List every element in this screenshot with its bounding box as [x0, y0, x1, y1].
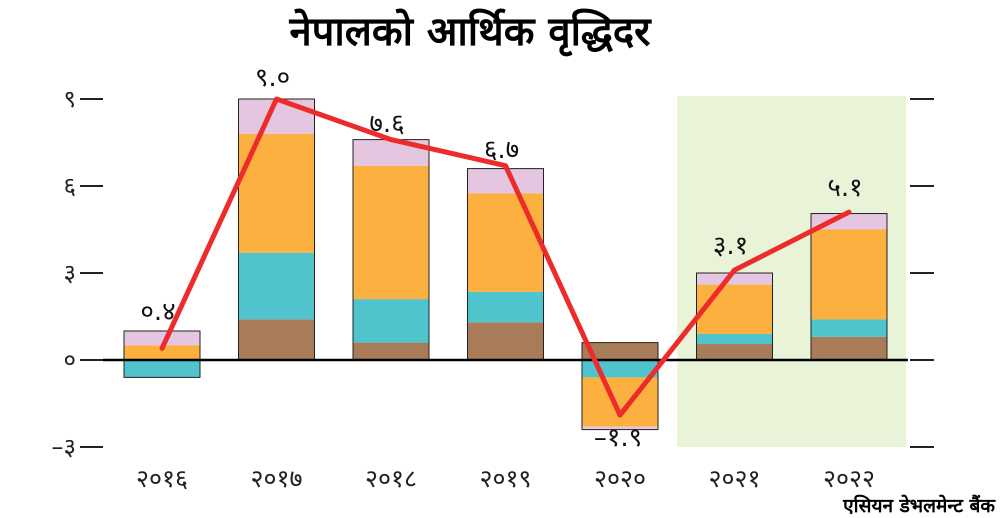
data-label: ६.७ — [484, 135, 519, 165]
data-labels-layer: ०.४ ९.० ७.६ ६.७ –१.९ ३.१ ५.१ — [140, 63, 862, 453]
growth-line-layer — [159, 96, 852, 418]
bar-segment-२०२१-1 — [696, 333, 773, 345]
x-tick-label: २०२१ — [708, 464, 760, 493]
axis-layer: –३ ० ३ ६ ९ २०१६ २०१७ २०१८ २०१९ २०२० २०२१ २०२२ — [52, 85, 934, 493]
y-tick-label: ३ — [64, 259, 76, 287]
bar-segment-२०१६-1 — [124, 360, 200, 378]
x-tick-label: २०२२ — [823, 464, 875, 493]
bar-segment-२०१८-2 — [353, 165, 429, 300]
bar-outline-२०२० — [581, 342, 659, 431]
bar-segment-२०१८-0 — [353, 342, 429, 360]
bar-segment-२०१९-2 — [467, 193, 544, 292]
y-tick-label: ० — [64, 346, 76, 374]
bar-segment-२०२२-0 — [811, 336, 887, 360]
y-tick-label: –३ — [52, 433, 76, 461]
bar-segment-२०२२-2 — [811, 229, 887, 320]
x-tick-label: २०१८ — [365, 464, 417, 493]
bar-segment-२०१९-3 — [467, 168, 544, 194]
bar-segment-२०१६-2 — [124, 345, 200, 360]
bar-segment-२०१९-1 — [467, 291, 544, 323]
data-label: ३.१ — [713, 231, 748, 261]
bar-segment-२०२२-3 — [811, 213, 887, 230]
x-tick-label: २०२० — [594, 464, 646, 493]
x-tick-label: २०१६ — [136, 464, 188, 493]
data-label: –१.९ — [594, 423, 642, 453]
data-label: ९.० — [255, 63, 290, 93]
bar-segment-२०२१-2 — [696, 284, 773, 334]
bars-layer — [123, 98, 888, 431]
growth-line — [159, 96, 852, 418]
bar-segment-२०१६-3 — [124, 331, 200, 346]
y-tick-label: ६ — [64, 172, 76, 200]
x-tick-label: २०१९ — [479, 464, 531, 493]
bar-segment-२०२१-3 — [696, 273, 773, 285]
bar-segment-२०२०-0 — [582, 342, 658, 360]
bar-segment-२०१७-1 — [238, 252, 315, 320]
bar-segment-२०२१-0 — [696, 344, 773, 360]
data-label: ५.१ — [827, 173, 862, 203]
data-label: ७.६ — [369, 109, 404, 139]
bar-segment-२०१८-1 — [353, 299, 429, 343]
x-tick-label: २०१७ — [250, 464, 302, 493]
bar-segment-२०१७-0 — [238, 319, 315, 360]
bar-segment-२०२२-1 — [811, 319, 887, 337]
bar-outline-२०१६ — [123, 330, 201, 378]
y-tick-label: ९ — [64, 85, 76, 113]
bar-segment-२०२०-3 — [582, 426, 658, 430]
data-label: ०.४ — [140, 297, 175, 327]
source-label: एसियन डेभलमेन्ट बैंक — [842, 494, 996, 517]
chart-title: नेपालको आर्थिक वृद्धिदर — [288, 8, 652, 57]
bar-segment-२०१९-0 — [467, 322, 544, 360]
